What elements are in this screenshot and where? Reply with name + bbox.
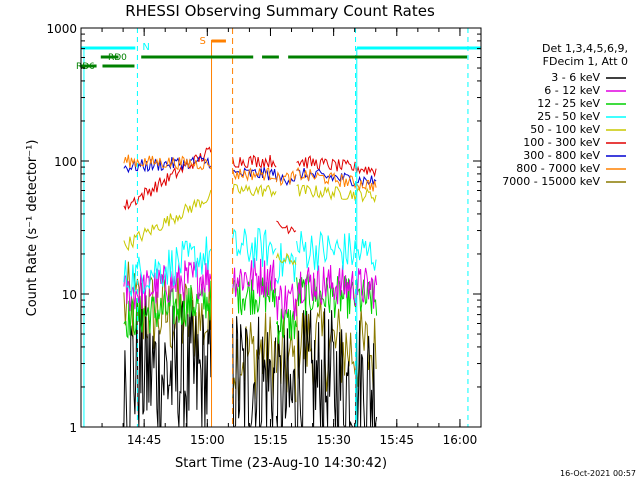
legend-label-3: 25 - 50 keV — [537, 110, 600, 123]
legend-item-4: 50 - 100 keV — [530, 123, 626, 136]
chart-title: RHESSI Observing Summary Count Rates — [125, 2, 435, 20]
x-tick-label-0: 14:45 — [127, 433, 162, 447]
legend-item-8: 7000 - 15000 keV — [502, 175, 626, 188]
rd0-flag-label: RD0 — [108, 53, 127, 63]
legend-label-6: 300 - 800 keV — [523, 149, 600, 162]
legend-label-5: 100 - 300 keV — [523, 136, 600, 149]
legend-item-6: 300 - 800 keV — [523, 149, 626, 162]
series-6-line — [123, 155, 377, 187]
legend-header-detectors: Det 1,3,4,5,6,9, — [542, 42, 628, 55]
x-tick-label-3: 15:30 — [316, 433, 351, 447]
y-tick-label-0: 1 — [69, 421, 77, 435]
legend-label-7: 800 - 7000 keV — [516, 162, 600, 175]
legend-item-3: 25 - 50 keV — [537, 110, 626, 123]
timestamp: 16-Oct-2021 00:57 — [560, 469, 636, 478]
night-flag-label: N — [142, 42, 149, 53]
series-3-line — [123, 227, 377, 297]
y-axis-label: Count Rate (s⁻¹ detector⁻¹) — [25, 140, 40, 317]
series-8-line — [123, 261, 377, 403]
x-tick-label-4: 15:45 — [379, 433, 414, 447]
y-tick-label-2: 100 — [54, 155, 77, 169]
series-7-line — [123, 154, 377, 192]
x-tick-label-1: 15:00 — [190, 433, 225, 447]
legend-item-2: 12 - 25 keV — [537, 97, 626, 110]
legend-item-5: 100 - 300 keV — [523, 136, 626, 149]
x-tick-label-5: 16:00 — [443, 433, 478, 447]
saa-flag-label: S — [200, 36, 206, 47]
axis-layer: 1 10 100 1000 14:45 15:00 15:15 15:30 15:45 16:00 — [46, 22, 481, 447]
series-5-line — [123, 146, 377, 235]
legend-label-4: 50 - 100 keV — [530, 123, 600, 136]
y-tick-label-3: 1000 — [46, 22, 77, 36]
legend-item-0: 3 - 6 keV — [551, 71, 626, 84]
data-layer — [123, 146, 378, 428]
legend-label-8: 7000 - 15000 keV — [502, 175, 600, 188]
legend-item-7: 800 - 7000 keV — [516, 162, 626, 175]
series-2-line — [123, 273, 378, 344]
legend-label-0: 3 - 6 keV — [551, 71, 600, 84]
x-tick-label-2: 15:15 — [253, 433, 288, 447]
x-axis-label: Start Time (23-Aug-10 14:30:42) — [175, 456, 387, 471]
legend-label-1: 6 - 12 keV — [544, 84, 600, 97]
plot-frame — [80, 27, 482, 428]
legend-item-1: 6 - 12 keV — [544, 84, 626, 97]
y-tick-label-1: 10 — [62, 288, 77, 302]
legend-header-fdecim: FDecim 1, Att 0 — [543, 55, 628, 68]
legend-label-2: 12 - 25 keV — [537, 97, 600, 110]
rd6-flag-label: RD6 — [76, 62, 95, 72]
series-4-line — [123, 183, 377, 266]
series-0-line — [123, 293, 378, 428]
flag-layer: N S RD0 RD6 — [76, 28, 481, 427]
